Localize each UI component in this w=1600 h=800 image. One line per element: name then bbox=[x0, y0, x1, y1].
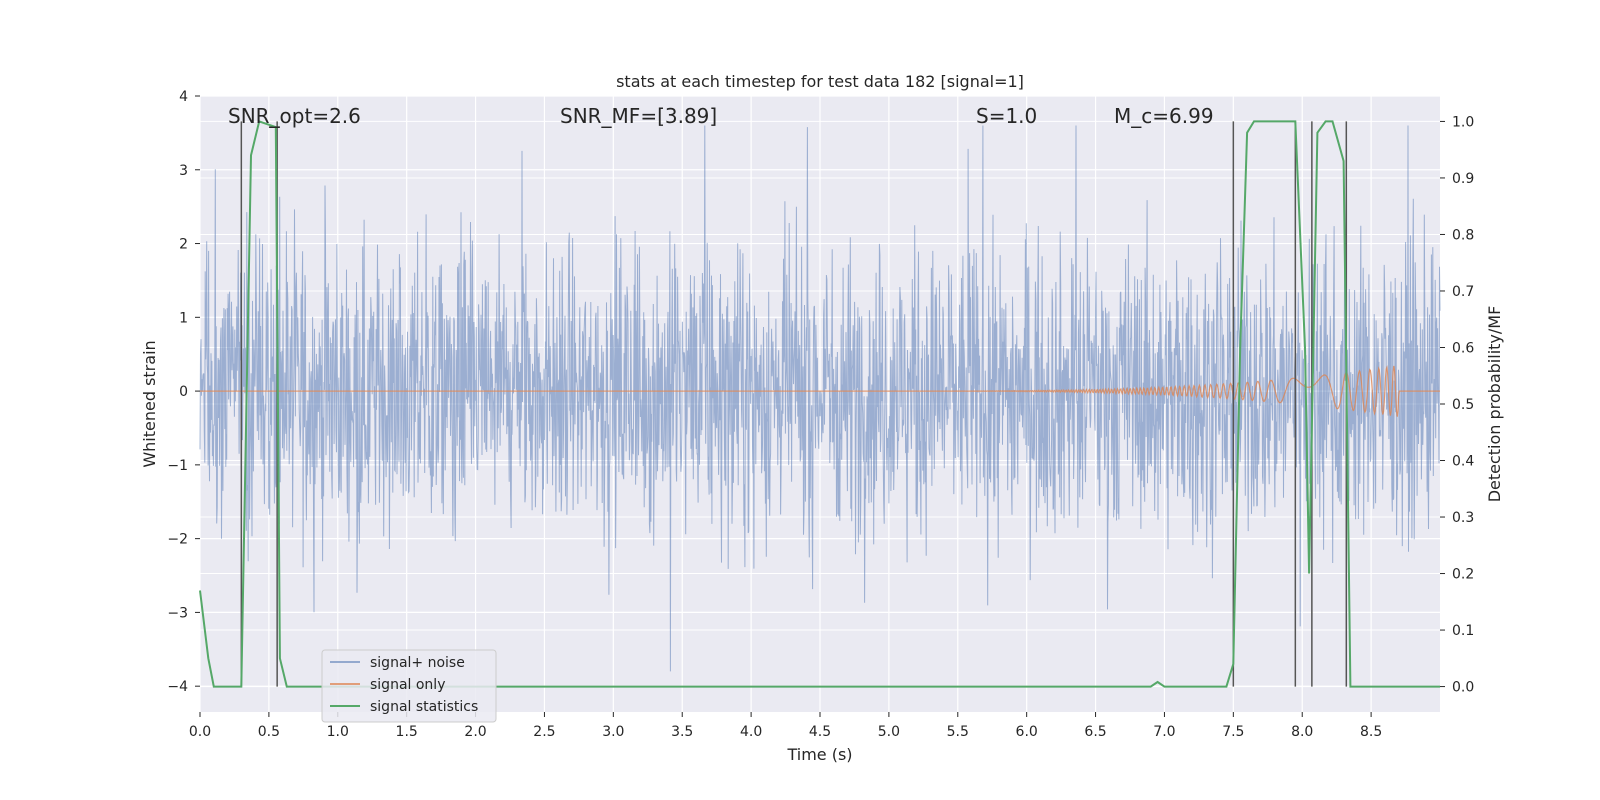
x-tick-label-6: 3.0 bbox=[602, 724, 624, 740]
legend-box bbox=[321, 649, 497, 723]
y2-tick-label-5: 0.5 bbox=[1452, 397, 1474, 413]
annotation-snr-opt: SNR_opt=2.6 bbox=[228, 104, 361, 128]
annotation-snr-mf: SNR_MF=[3.89] bbox=[560, 104, 717, 128]
y-tick-label-8: 4 bbox=[179, 89, 188, 105]
chart-title: stats at each timestep for test data 182… bbox=[616, 72, 1024, 91]
y2-axis-label: Detection probability/MF bbox=[1485, 306, 1504, 503]
x-tick-label-7: 3.5 bbox=[671, 724, 693, 740]
x-tick-label-17: 8.5 bbox=[1360, 724, 1382, 740]
x-tick-label-12: 6.0 bbox=[1016, 724, 1038, 740]
y2-tick-label-1: 0.1 bbox=[1452, 623, 1474, 639]
y2-tick-label-2: 0.2 bbox=[1452, 567, 1474, 583]
y2-tick-label-10: 1.0 bbox=[1452, 114, 1474, 130]
y2-tick-label-0: 0.0 bbox=[1452, 680, 1474, 696]
y2-tick-label-7: 0.7 bbox=[1452, 284, 1474, 300]
annotation-mc: M_c=6.99 bbox=[1114, 104, 1214, 128]
legend: signal+ noise signal only signal statist… bbox=[321, 649, 497, 723]
x-tick-label-16: 8.0 bbox=[1291, 724, 1313, 740]
y-tick-label-3: −1 bbox=[167, 458, 188, 474]
series-signal-statistics bbox=[199, 120, 1440, 688]
y-tick-label-4: 0 bbox=[179, 384, 188, 400]
axes-layer: 0.0 0.5 1.0 1.5 2.0 2.5 3.0 3.5 4.0 4.5 5.0 5.5 6.0 6… bbox=[167, 89, 1474, 740]
x-tick-label-9: 4.5 bbox=[809, 724, 831, 740]
x-tick-label-10: 5.0 bbox=[878, 724, 900, 740]
x-tick-label-4: 2.0 bbox=[464, 724, 486, 740]
y-tick-label-5: 1 bbox=[179, 310, 188, 326]
y-tick-label-1: −3 bbox=[167, 605, 188, 621]
y2-tick-label-4: 0.4 bbox=[1452, 454, 1474, 470]
x-tick-label-13: 6.5 bbox=[1084, 724, 1106, 740]
x-tick-label-0: 0.0 bbox=[189, 724, 211, 740]
y2-tick-label-9: 0.9 bbox=[1452, 171, 1474, 187]
statistics-trace bbox=[199, 120, 1440, 688]
legend-label-signal: signal only bbox=[370, 677, 445, 693]
y-tick-label-7: 3 bbox=[179, 163, 188, 179]
legend-label-stats: signal statistics bbox=[370, 699, 478, 715]
y2-tick-label-6: 0.6 bbox=[1452, 340, 1474, 356]
x-tick-label-15: 7.5 bbox=[1222, 724, 1244, 740]
x-tick-label-2: 1.0 bbox=[327, 724, 349, 740]
x-tick-label-5: 2.5 bbox=[533, 724, 555, 740]
y-tick-label-6: 2 bbox=[179, 237, 188, 253]
y-tick-label-0: −4 bbox=[167, 679, 188, 695]
x-tick-label-11: 5.5 bbox=[947, 724, 969, 740]
x-tick-label-3: 1.5 bbox=[396, 724, 418, 740]
x-axis-label: Time (s) bbox=[786, 745, 852, 764]
y2-tick-label-8: 0.8 bbox=[1452, 227, 1474, 243]
x-tick-label-14: 7.0 bbox=[1153, 724, 1175, 740]
legend-label-noise: signal+ noise bbox=[370, 655, 465, 671]
y2-tick-label-3: 0.3 bbox=[1452, 510, 1474, 526]
annotation-s: S=1.0 bbox=[976, 104, 1037, 128]
y-axis-label: Whitened strain bbox=[140, 340, 159, 467]
x-tick-label-8: 4.0 bbox=[740, 724, 762, 740]
y-tick-label-2: −2 bbox=[167, 532, 188, 548]
x-tick-label-1: 0.5 bbox=[258, 724, 280, 740]
